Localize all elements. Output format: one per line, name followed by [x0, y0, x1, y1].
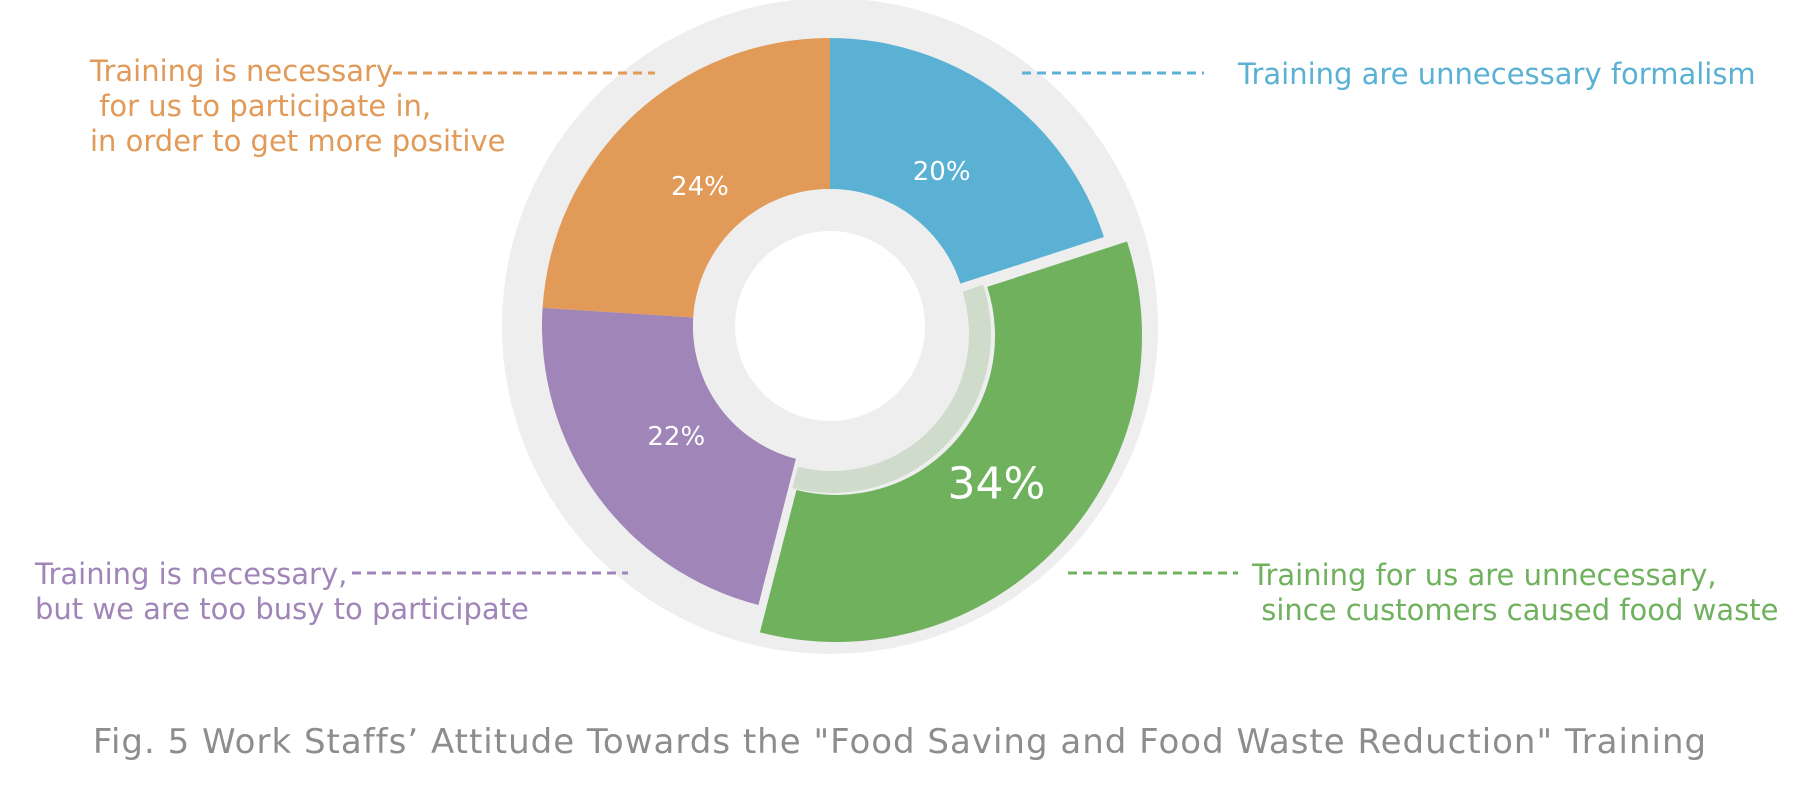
slice-4 [542, 38, 830, 318]
slice-2 [759, 241, 1143, 643]
slice-3 [542, 307, 796, 605]
slice-3-category-label-line: but we are too busy to participate [35, 592, 529, 626]
slices-group [542, 38, 1143, 643]
slice-3-category-label-line: Training is necessary, [34, 557, 347, 591]
percent-labels-group: 20% 34% 22% 24% [647, 157, 1045, 510]
slice-4-category-label-line: in order to get more positive [90, 124, 505, 158]
slice-4-value-label: 24% [671, 172, 729, 202]
slice-4-category-label: Training is necessary for us to particip… [89, 54, 505, 158]
slice-3-category-label: Training is necessary, but we are too bus… [34, 557, 529, 626]
slice-3-value-label: 22% [647, 422, 705, 452]
callouts-group: Training are unnecessary formalism Traini… [34, 54, 1778, 627]
slice-1-category-label-line: Training are unnecessary formalism [1237, 57, 1756, 91]
slice-4-category-label-line: Training is necessary [89, 54, 393, 88]
donut-hole [735, 231, 925, 421]
slice-1 [830, 38, 1104, 284]
slice-4-category-label-line: for us to participate in, [90, 89, 431, 123]
slice-2-category-label-line: since customers caused food waste [1252, 593, 1778, 627]
highlight-shadow-ring [792, 284, 991, 493]
slice-1-value-label: 20% [913, 157, 971, 187]
slice-1-category-label: Training are unnecessary formalism [1237, 57, 1756, 91]
slice-2-value-label: 34% [947, 459, 1045, 510]
slice-2-category-label: Training for us are unnecessary, since c… [1251, 558, 1778, 627]
slice-2-category-label-line: Training for us are unnecessary, [1251, 558, 1717, 592]
chart-title: Fig. 5 Work Staffs’ Attitude Towards the… [92, 722, 1708, 762]
